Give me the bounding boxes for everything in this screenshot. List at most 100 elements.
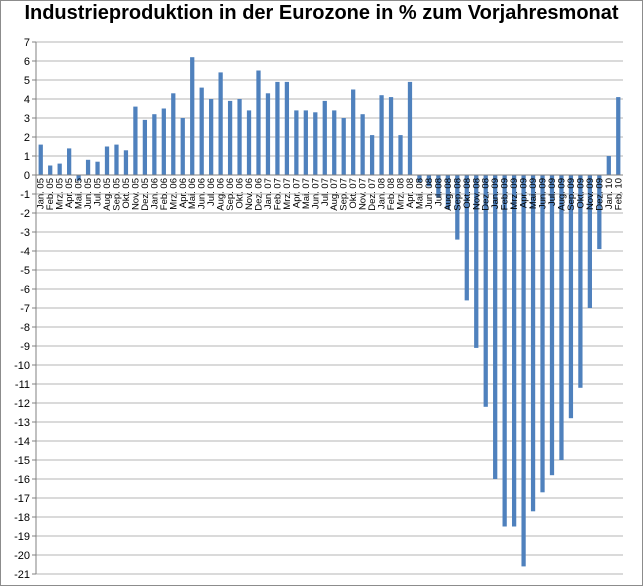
x-tick-label: Aug. 06 (216, 178, 227, 211)
x-tick-label: Jun. 09 (538, 178, 549, 209)
y-axis: 7 6 5 4 3 2 1 0 -1 -2 -3 -4 -5 -6 -7 -8 -9 -10 -11 -12 -13 -1… (14, 37, 37, 581)
bar (540, 175, 545, 493)
y-tick-label: -5 (20, 265, 30, 277)
x-tick-label: Sep. 09 (566, 178, 577, 211)
x-tick-label: Aug. 07 (329, 178, 340, 211)
bar (237, 99, 242, 175)
x-tick-label: Sep. 07 (339, 178, 350, 211)
x-tick-label: Nov. 05 (130, 178, 141, 210)
x-tick-label: Jul. 09 (547, 178, 558, 206)
x-tick-label: Aug. 08 (443, 178, 454, 211)
x-tick-label: Mai. 07 (301, 178, 312, 209)
bar (85, 159, 91, 175)
bar (398, 135, 403, 175)
x-tick-label: Dez. 08 (481, 178, 492, 211)
bar (511, 175, 517, 527)
y-tick-label: -6 (20, 284, 30, 296)
y-tick-label: 7 (24, 37, 30, 49)
bar (379, 95, 384, 175)
bar (322, 100, 327, 175)
x-tick-label: Mrz. 07 (282, 178, 293, 210)
x-tick-label: Jul. 08 (433, 178, 444, 206)
x-tick-label: Feb. 06 (159, 178, 170, 210)
bar (294, 110, 299, 175)
x-tick-label: Apr. 07 (291, 178, 302, 208)
x-tick-label: Mrz. 08 (396, 178, 407, 210)
x-tick-label: Apr. 06 (178, 178, 189, 208)
x-tick-label: Okt. 08 (462, 178, 473, 209)
x-tick-label: Aug. 05 (102, 178, 113, 211)
bar (549, 175, 555, 476)
bar (161, 108, 166, 175)
bar (578, 175, 583, 388)
bar (199, 87, 204, 175)
x-tick-label: Nov. 08 (471, 178, 482, 210)
y-tick-label: -8 (20, 322, 30, 334)
y-tick-label: -18 (14, 512, 30, 524)
x-tick-label: Jun. 08 (424, 178, 435, 209)
y-tick-label: -17 (14, 493, 30, 505)
bar (190, 57, 195, 176)
x-tick-label: Jul. 05 (93, 178, 104, 206)
x-tick-label: Jul. 07 (320, 178, 331, 206)
bar (445, 175, 450, 210)
bar (114, 144, 119, 175)
x-tick-label: Jan. 08 (377, 178, 388, 209)
x-tick-label: Aug. 09 (556, 178, 567, 211)
y-tick-label: -13 (14, 417, 30, 429)
y-tick-label: 4 (24, 94, 30, 106)
bar (597, 175, 602, 250)
y-tick-label: 2 (24, 132, 30, 144)
x-tick-label: Jun. 07 (310, 178, 321, 209)
x-tick-label: Mai. 06 (187, 178, 198, 209)
y-tick-label: -14 (14, 436, 30, 448)
y-tick-label: 1 (24, 151, 30, 163)
bar (568, 175, 574, 419)
y-tick-label: -11 (15, 379, 30, 391)
y-tick-label: 5 (24, 75, 30, 87)
bar (275, 81, 280, 175)
y-tick-label: -10 (14, 360, 30, 372)
y-tick-label: -4 (20, 246, 30, 258)
y-tick-label: -1 (20, 189, 30, 201)
bar (369, 135, 375, 175)
x-tick-label: Okt. 09 (575, 178, 586, 209)
y-tick-label: -15 (14, 455, 30, 467)
bar (493, 175, 498, 479)
x-tick-label: Dez. 05 (140, 178, 151, 211)
bar (407, 81, 413, 175)
y-tick-label: 3 (24, 113, 30, 125)
bar (559, 175, 564, 460)
x-tick-label: Nov. 06 (244, 178, 255, 210)
x-tick-label: Dez. 06 (253, 178, 264, 211)
bar (464, 175, 469, 301)
bar (133, 106, 138, 175)
x-tick-label: Jun. 06 (197, 178, 208, 209)
bar (502, 175, 507, 527)
y-tick-label: -7 (20, 303, 30, 315)
bar (265, 93, 271, 175)
y-tick-label: 6 (24, 56, 30, 68)
bar (530, 175, 536, 512)
x-tick-label: Mrz. 05 (55, 178, 66, 210)
x-tick-label: Feb. 05 (45, 178, 56, 210)
bar (360, 114, 365, 175)
x-tick-label: Mai. 09 (528, 178, 539, 209)
y-tick-label: 0 (24, 170, 30, 182)
x-tick-label: Jul. 06 (206, 178, 217, 206)
bar (67, 148, 72, 175)
bar (313, 112, 318, 175)
y-tick-label: -9 (20, 341, 30, 353)
bar (332, 110, 337, 175)
bar (246, 110, 252, 175)
bar (57, 163, 62, 175)
x-tick-label: Mrz. 09 (509, 178, 520, 210)
x-tick-label: Apr. 09 (519, 178, 530, 208)
bar (180, 118, 185, 175)
bar (104, 146, 110, 175)
x-tick-label: Dez. 09 (594, 178, 605, 211)
x-tick-label: Sep. 06 (225, 178, 236, 211)
y-tick-label: -21 (14, 569, 30, 581)
bar (474, 175, 479, 348)
